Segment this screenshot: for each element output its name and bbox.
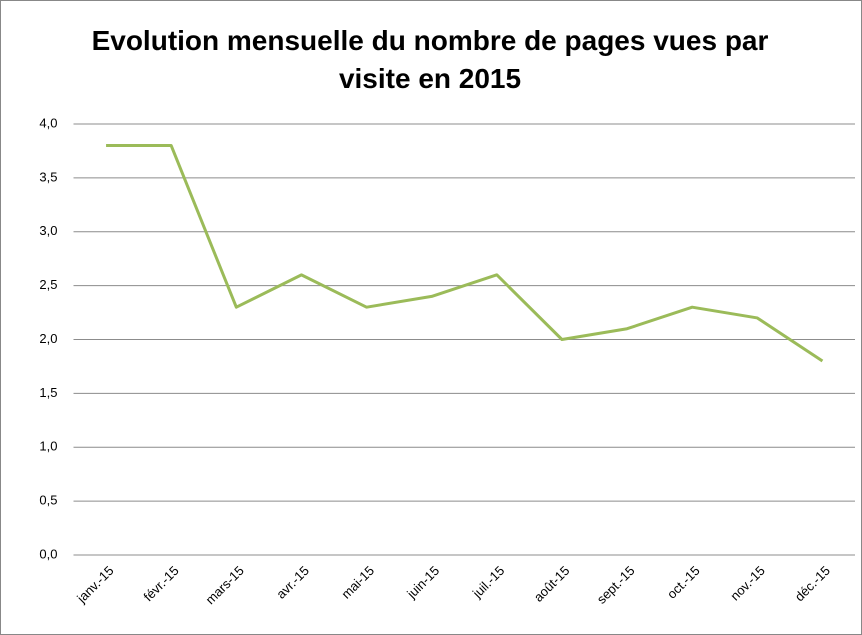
y-tick-label: 4,0 (39, 115, 57, 130)
data-line (106, 144, 824, 363)
y-tick-label: 3,0 (39, 223, 57, 238)
y-tick-label: 2,5 (39, 277, 57, 292)
y-tick-label: 0,0 (39, 546, 57, 561)
y-tick-label: 3,5 (39, 169, 57, 184)
y-tick-label: 2,0 (39, 331, 57, 346)
chart-title: Evolution mensuelle du nombre de pages v… (91, 25, 769, 94)
y-tick-label: 1,5 (39, 385, 57, 400)
y-tick-label: 0,5 (39, 493, 57, 508)
y-tick-label: 1,0 (39, 439, 57, 454)
